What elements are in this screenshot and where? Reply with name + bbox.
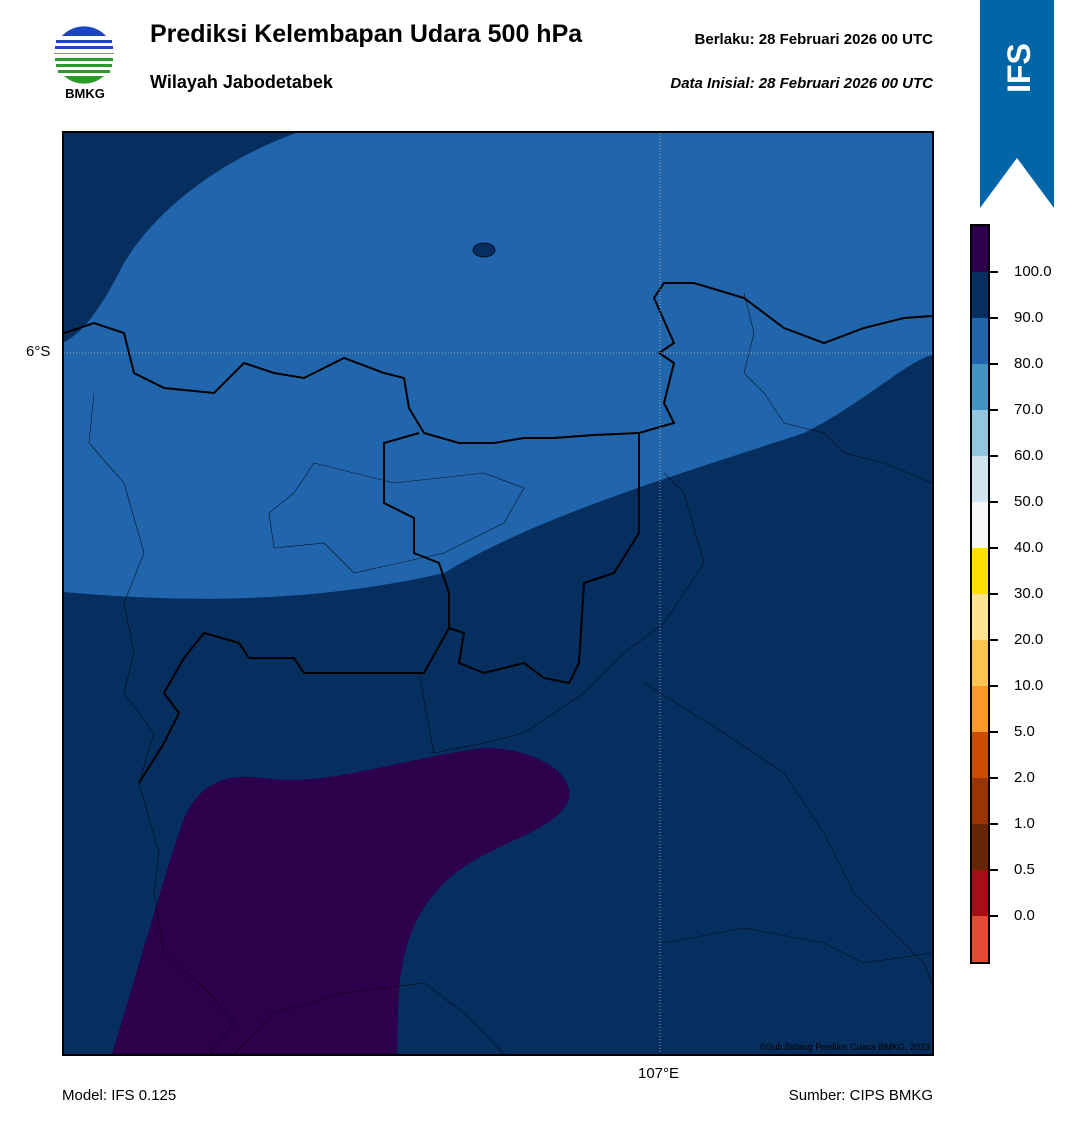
humidity-map: ©Sub Bidang Prediksi Cuaca BMKG, 2023 (62, 131, 934, 1056)
page-title: Prediksi Kelembapan Udara 500 hPa (150, 20, 583, 48)
field-80-90 (64, 133, 932, 599)
ribbon-label: IFS (1001, 43, 1037, 93)
colorbar-tick (990, 501, 998, 503)
admin-borders (88, 292, 932, 1054)
region-subtitle: Wilayah Jabodetabek (150, 72, 333, 92)
colorbar-label: 100.0 (1014, 263, 1052, 280)
field-100 (112, 748, 570, 1054)
colorbar-label: 40.0 (1014, 539, 1044, 556)
colorbar-segment (972, 318, 988, 364)
colorbar-segment (972, 226, 988, 272)
model-label: Model: IFS 0.125 (62, 1087, 177, 1104)
colorbar-segment (972, 410, 988, 456)
colorbar-label: 1.0 (1014, 815, 1035, 832)
colorbar-tick (990, 363, 998, 365)
colorbar-tick (990, 593, 998, 595)
colorbar-tick (990, 455, 998, 457)
colorbar-label: 30.0 (1014, 585, 1044, 602)
colorbar-label: 90.0 (1014, 309, 1044, 326)
colorbar-tick (990, 685, 998, 687)
valid-time: Berlaku: 28 Februari 2026 00 UTC (694, 31, 933, 48)
colorbar-tick (990, 777, 998, 779)
colorbar-tick (990, 271, 998, 273)
ifs-ribbon: IFS (980, 0, 1054, 208)
colorbar-segment (972, 364, 988, 410)
lon-label: 107°E (638, 1065, 680, 1082)
island (472, 242, 496, 258)
colorbar-segment (972, 870, 988, 916)
coastline (64, 282, 932, 784)
colorbar-label: 0.0 (1014, 907, 1035, 924)
colorbar-tick (990, 731, 998, 733)
colorbar-label: 2.0 (1014, 769, 1035, 786)
colorbar-tick (990, 823, 998, 825)
colorbar-label: 5.0 (1014, 723, 1035, 740)
colorbar-label: 20.0 (1014, 631, 1044, 648)
colorbar-segment (972, 594, 988, 640)
colorbar-segment (972, 732, 988, 778)
colorbar-segment (972, 686, 988, 732)
colorbar-tick (990, 547, 998, 549)
colorbar-segment (972, 548, 988, 594)
colorbar-tick (990, 639, 998, 641)
colorbar (970, 224, 990, 964)
colorbar-label: 80.0 (1014, 355, 1044, 372)
colorbar-segment (972, 456, 988, 502)
lat-label: 6°S (26, 343, 51, 360)
colorbar-tick (990, 317, 998, 319)
colorbar-label: 0.5 (1014, 861, 1035, 878)
colorbar-segment (972, 824, 988, 870)
colorbar-tick (990, 869, 998, 871)
colorbar-segment (972, 272, 988, 318)
colorbar-segment (972, 640, 988, 686)
colorbar-label: 50.0 (1014, 493, 1044, 510)
colorbar-tick (990, 409, 998, 411)
bmkg-logo: BMKG (54, 23, 114, 101)
colorbar-label: 60.0 (1014, 447, 1044, 464)
logo-text: BMKG (65, 86, 105, 101)
source-label: Sumber: CIPS BMKG (788, 1087, 933, 1104)
colorbar-tick (990, 915, 998, 917)
map-credit: ©Sub Bidang Prediksi Cuaca BMKG, 2023 (759, 1042, 930, 1052)
colorbar-segment (972, 502, 988, 548)
colorbar-segment (972, 778, 988, 824)
colorbar-label: 10.0 (1014, 677, 1044, 694)
colorbar-segment (972, 916, 988, 962)
init-time: Data Inisial: 28 Februari 2026 00 UTC (670, 75, 933, 92)
colorbar-label: 70.0 (1014, 401, 1044, 418)
